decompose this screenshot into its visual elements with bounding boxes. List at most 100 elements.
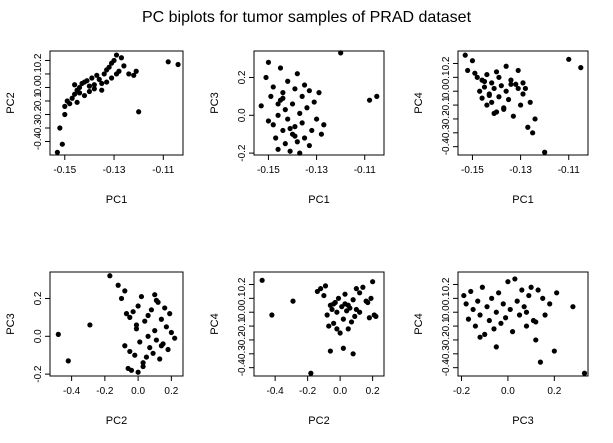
data-point [496, 290, 502, 296]
data-point [263, 74, 269, 81]
data-point [528, 284, 534, 290]
y-tick-label: -0.3 [441, 124, 452, 142]
data-point [521, 304, 527, 310]
data-point [285, 78, 291, 84]
data-point [366, 97, 373, 103]
data-point [62, 111, 68, 118]
data-point [512, 276, 518, 282]
data-point [345, 326, 351, 332]
y-tick-label: -0.3 [441, 345, 452, 363]
data-point [523, 323, 530, 329]
y-tick-label: -0.4 [441, 138, 452, 156]
x-axis-label: PC1 [106, 194, 127, 206]
data-point [157, 356, 163, 362]
y-axis-label: PC4 [413, 313, 425, 334]
data-point [360, 284, 366, 290]
data-point [265, 118, 272, 124]
data-point [566, 56, 572, 62]
data-point [292, 86, 298, 92]
y-tick-label: -0.3 [237, 345, 248, 363]
data-point [348, 319, 355, 325]
data-point [484, 71, 490, 78]
x-tick-label: -0.13 [103, 165, 126, 176]
data-point [486, 317, 492, 324]
data-point [334, 326, 340, 332]
data-point [525, 124, 531, 130]
data-point [318, 131, 325, 137]
scatter-panel-5: -0.4 -0.2 0.0 0.2-0.4-0.3-0.2-0.10.00.10.2P… [209, 271, 385, 427]
data-point [76, 90, 83, 96]
data-point [106, 64, 112, 70]
data-point [136, 109, 142, 115]
y-tick-label: 0.2 [237, 277, 248, 291]
x-tick-label: -0.2 [299, 386, 317, 397]
scatter-panel-3: -0.15 -0.13 -0.11 -0.4-0.3-0.2-0.10.00.10.2… [413, 50, 589, 206]
data-point [292, 133, 298, 139]
data-point [148, 307, 155, 313]
data-point [368, 295, 374, 301]
data-point [143, 354, 150, 360]
data-point [259, 277, 265, 283]
x-tick-label: -0.11 [152, 165, 174, 176]
data-point [132, 352, 138, 358]
data-point [474, 74, 480, 80]
x-tick-label: 0.2 [164, 386, 178, 397]
data-point [275, 146, 281, 152]
data-point [108, 75, 115, 81]
data-point [282, 141, 288, 147]
data-point [127, 314, 133, 320]
data-point [581, 370, 588, 376]
data-point [468, 288, 474, 295]
data-point [481, 78, 488, 85]
data-point [493, 344, 499, 350]
data-point [308, 370, 314, 376]
x-tick-label: -0.4 [267, 386, 285, 397]
data-point [115, 282, 121, 288]
data-point [516, 312, 523, 318]
data-point [287, 148, 293, 154]
scatter-panel-4: -0.4 -0.2 0.0 0.2 -0.2 0.0 0.2 PC2 PC3 [5, 271, 184, 427]
data-point [331, 301, 337, 307]
data-point [150, 350, 156, 356]
data-point [59, 141, 65, 147]
data-point [172, 335, 178, 341]
data-point [69, 95, 75, 101]
data-point [294, 139, 300, 145]
plot-frame [457, 50, 589, 156]
y-tick-label: -0.1 [33, 92, 44, 110]
data-point [99, 80, 105, 87]
x-tick-label: -0.15 [461, 165, 484, 176]
data-point [309, 127, 315, 134]
data-point [131, 72, 137, 78]
data-point [270, 122, 276, 128]
y-tick-label: -0.2 [33, 365, 44, 383]
data-point [331, 320, 337, 326]
data-point [491, 110, 497, 116]
x-tick-label: -0.4 [63, 386, 81, 397]
y-tick-label: 0.1 [441, 291, 452, 305]
data-point [145, 312, 151, 319]
data-point [275, 101, 281, 107]
data-point [496, 74, 502, 80]
data-point [479, 95, 485, 101]
data-point [527, 99, 533, 105]
y-tick-label: 0.0 [33, 329, 44, 343]
data-point [158, 343, 164, 349]
y-tick-label: -0.4 [441, 359, 452, 377]
data-point [147, 345, 153, 351]
data-point [542, 312, 548, 318]
data-point [357, 290, 363, 296]
data-point [301, 135, 308, 141]
data-point [127, 348, 133, 355]
data-point [280, 127, 286, 134]
scatter-panel-2: -0.15 -0.13 -0.11 -0.2 0.0 0.2 PC1 PC3 [209, 50, 385, 206]
y-tick-label: -0.2 [441, 110, 452, 128]
data-point [345, 302, 351, 308]
y-axis-label: PC3 [5, 313, 17, 334]
data-point [570, 304, 576, 310]
data-point [357, 309, 363, 315]
data-point [270, 84, 276, 90]
data-point [304, 105, 310, 111]
y-axis-label: PC4 [413, 92, 425, 113]
